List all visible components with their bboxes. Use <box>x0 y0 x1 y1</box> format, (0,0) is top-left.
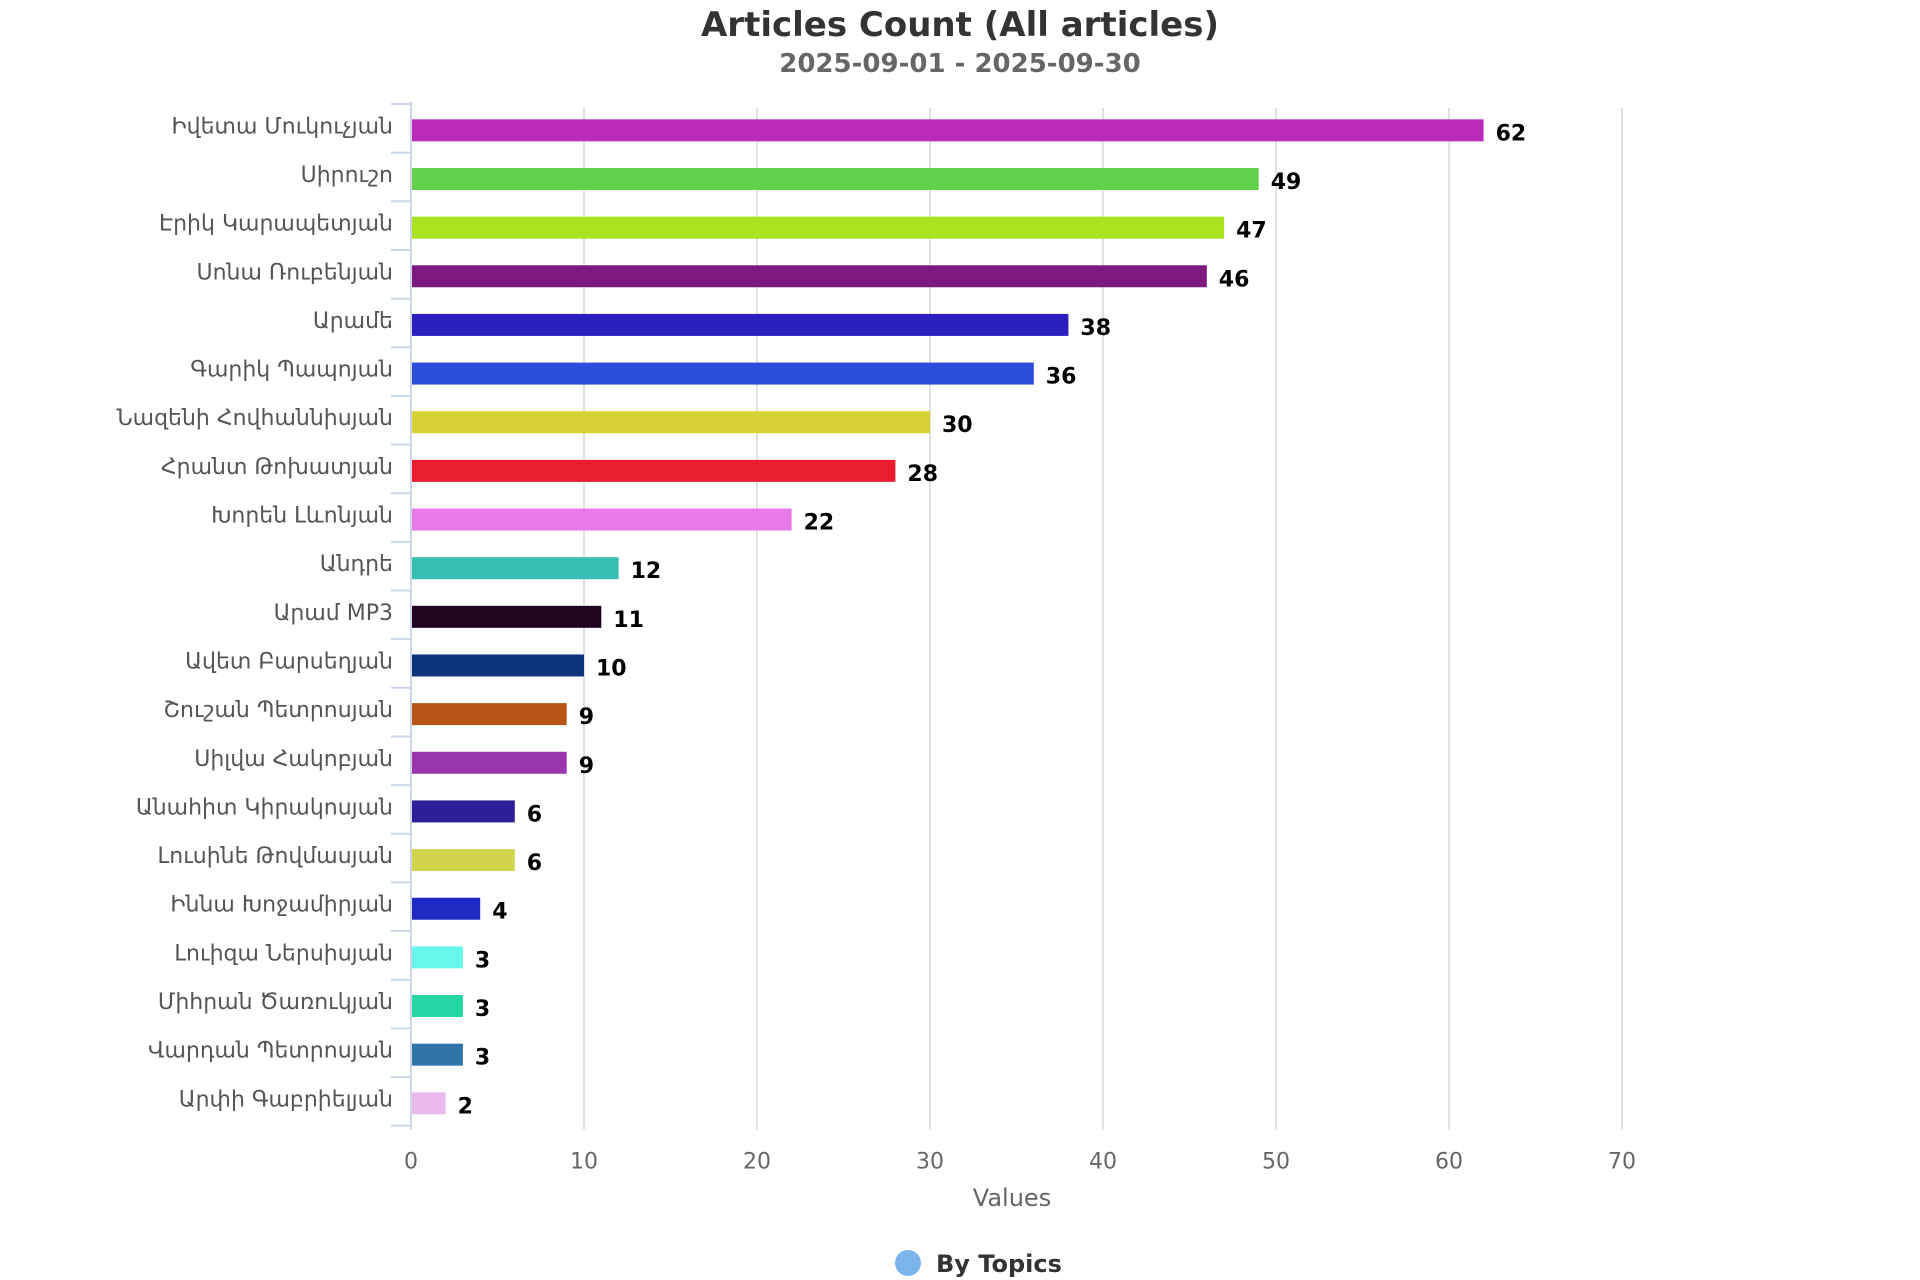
data-label: 10 <box>596 656 627 681</box>
category-label: Արամ MP3 <box>274 601 393 626</box>
bar <box>412 1043 463 1066</box>
bar <box>412 703 567 726</box>
category-label: Լուսինե Թովմասյան <box>158 844 393 869</box>
data-label: 49 <box>1271 170 1302 195</box>
legend[interactable]: By Topics <box>895 1250 1062 1278</box>
bar <box>412 411 930 434</box>
bar <box>412 654 584 677</box>
category-label: Շուշան Պետրոսյան <box>163 698 393 723</box>
data-label: 36 <box>1046 365 1077 390</box>
category-label: Իվետա Մուկուչյան <box>171 114 393 139</box>
data-label: 6 <box>527 851 542 876</box>
legend-marker-icon <box>895 1250 921 1276</box>
bars <box>412 119 1484 1115</box>
legend-label: By Topics <box>936 1250 1062 1278</box>
x-tick-label: 20 <box>743 1150 771 1175</box>
category-label: Էրիկ Կարապետյան <box>159 212 393 237</box>
data-label: 11 <box>613 608 644 633</box>
category-label: Անդրե <box>320 552 393 577</box>
category-label: Սիլվա Հակոբյան <box>194 747 393 772</box>
bar <box>412 265 1207 288</box>
data-label: 47 <box>1236 219 1267 244</box>
bar <box>412 362 1034 385</box>
bar <box>412 995 463 1018</box>
category-label: Սիրուշո <box>301 163 393 188</box>
data-label: 38 <box>1080 316 1111 341</box>
bar <box>412 313 1069 336</box>
data-label: 12 <box>631 559 662 584</box>
category-label: Վարդան Պետրոսյան <box>148 1039 393 1064</box>
y-axis <box>391 102 412 1130</box>
category-label: Լուիզա Ներսիսյան <box>174 941 393 966</box>
data-label: 4 <box>492 900 507 925</box>
x-tick-label: 30 <box>916 1150 944 1175</box>
category-label: Նազենի Հովհաննիսյան <box>117 406 393 431</box>
category-label: Անահիտ Կիրակոսյան <box>136 795 393 820</box>
data-label: 62 <box>1496 121 1527 146</box>
data-label: 30 <box>942 413 973 438</box>
category-label: Խորեն Լևոնյան <box>211 504 393 529</box>
bar <box>412 1092 446 1115</box>
data-label: 3 <box>475 948 490 973</box>
category-label: Գարիկ Պապոյան <box>190 358 393 383</box>
x-tick-label: 70 <box>1608 1150 1636 1175</box>
data-label: 46 <box>1219 267 1250 292</box>
data-label: 3 <box>475 997 490 1022</box>
data-label: 6 <box>527 802 542 827</box>
category-label: Իննա Խոջամիրյան <box>170 893 393 918</box>
bar <box>412 946 463 969</box>
bar <box>412 216 1225 239</box>
bar <box>412 800 515 823</box>
category-label: Հրանտ Թոխատյան <box>161 455 393 480</box>
x-tick-label: 60 <box>1435 1150 1463 1175</box>
bar <box>412 849 515 872</box>
category-label: Արամե <box>313 309 393 334</box>
data-label: 22 <box>804 511 835 536</box>
bar <box>412 508 792 531</box>
bar <box>412 897 481 920</box>
x-tick-label: 10 <box>570 1150 598 1175</box>
bar <box>412 167 1259 190</box>
category-label: Միհրան Ծառուկյան <box>158 990 393 1015</box>
x-tick-label: 50 <box>1262 1150 1290 1175</box>
bar <box>412 557 619 580</box>
category-label: Արփի Գաբրիելյան <box>179 1087 393 1112</box>
bar <box>412 605 602 628</box>
data-label: 3 <box>475 1046 490 1071</box>
data-label: 9 <box>579 705 594 730</box>
x-axis-title: Values <box>973 1184 1051 1212</box>
chart-subtitle: 2025-09-01 - 2025-09-30 <box>779 49 1141 79</box>
bar <box>412 119 1484 142</box>
category-label: Սոնա Ռուբենյան <box>196 260 393 285</box>
bar <box>412 459 896 482</box>
x-tick-label: 40 <box>1089 1150 1117 1175</box>
data-label: 9 <box>579 754 594 779</box>
x-axis-ticks: 0 10 20 30 40 50 60 70 <box>404 1150 1636 1175</box>
data-label: 28 <box>907 462 938 487</box>
bar <box>412 751 567 774</box>
category-labels: Իվետա Մուկուչյան Սիրուշո Էրիկ Կարապետյան Սո… <box>117 114 393 1112</box>
data-label: 2 <box>458 1094 473 1119</box>
category-label: Ավետ Բարսեղյան <box>185 649 393 674</box>
x-tick-label: 0 <box>404 1150 418 1175</box>
grid-lines <box>583 108 1623 1130</box>
chart-title: Articles Count (All articles) <box>701 5 1219 45</box>
